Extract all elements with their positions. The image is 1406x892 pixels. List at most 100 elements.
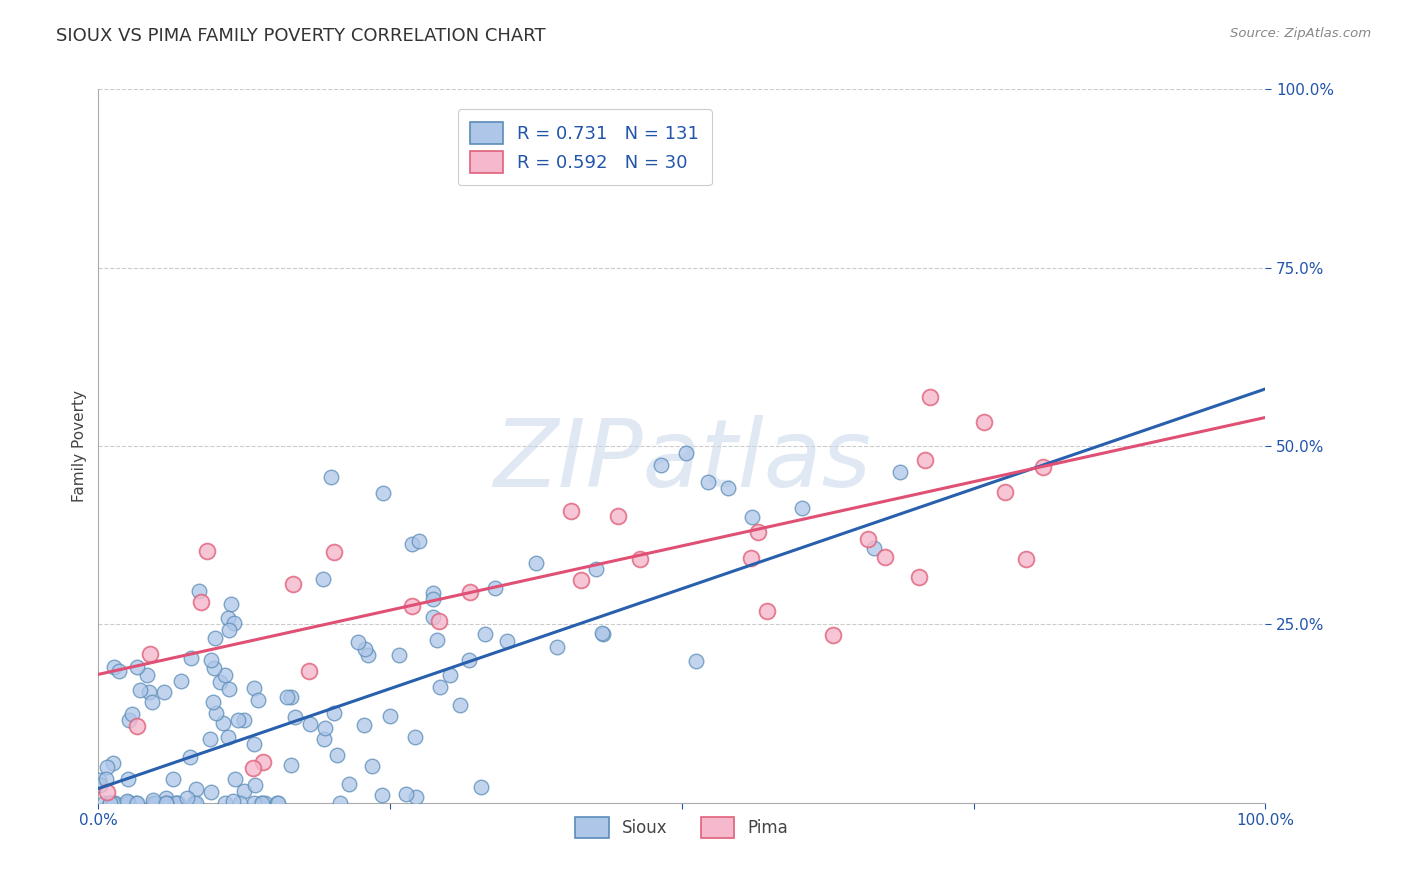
Point (740, 551, 762, 566)
Point (252, 756, 274, 770)
Point (357, 648, 380, 662)
Text: SIOUX VS PIMA FAMILY POVERTY CORRELATION CHART: SIOUX VS PIMA FAMILY POVERTY CORRELATION… (56, 27, 546, 45)
Point (457, 653, 479, 667)
Point (856, 533, 879, 547)
Point (155, 790, 177, 805)
Point (747, 524, 769, 539)
Point (298, 664, 321, 678)
Point (201, 694, 224, 708)
Point (117, 796, 139, 810)
Point (353, 718, 375, 732)
Point (186, 781, 208, 796)
Point (873, 549, 896, 564)
Point (628, 552, 651, 566)
Point (155, 796, 177, 810)
Point (323, 706, 346, 721)
Point (470, 780, 492, 794)
Point (907, 570, 929, 584)
Point (87, 772, 110, 787)
Point (426, 632, 449, 647)
Point (914, 453, 936, 467)
Point (254, 796, 277, 810)
Point (217, 611, 239, 625)
Point (823, 628, 845, 642)
Point (243, 681, 266, 695)
Point (323, 545, 346, 559)
Point (153, 685, 176, 699)
Point (138, 685, 160, 699)
Point (217, 730, 239, 744)
Point (135, 668, 157, 682)
Point (696, 475, 718, 490)
Point (401, 537, 423, 551)
Point (200, 653, 222, 667)
Point (243, 778, 266, 792)
Point (250, 796, 273, 810)
Point (127, 660, 149, 674)
Point (243, 796, 266, 810)
Point (142, 793, 165, 807)
Point (190, 595, 212, 609)
Point (179, 750, 201, 764)
Point (197, 544, 219, 558)
Point (484, 581, 506, 595)
Point (378, 709, 401, 723)
Point (994, 484, 1017, 499)
Y-axis label: Family Poverty: Family Poverty (72, 390, 87, 502)
Point (229, 796, 252, 810)
Point (100, 796, 122, 810)
Text: Source: ZipAtlas.com: Source: ZipAtlas.com (1230, 27, 1371, 40)
Point (585, 562, 607, 576)
Point (208, 675, 231, 690)
Point (117, 795, 139, 809)
Point (233, 784, 256, 798)
Point (889, 465, 911, 479)
Point (219, 597, 242, 611)
Point (94, 772, 117, 786)
Point (717, 481, 740, 495)
Point (592, 627, 614, 641)
Point (233, 713, 256, 727)
Point (180, 650, 202, 665)
Point (284, 710, 307, 724)
Point (920, 390, 942, 404)
Point (107, 664, 129, 678)
Point (408, 533, 430, 548)
Point (142, 796, 165, 810)
Point (354, 642, 377, 657)
Point (1032, 460, 1054, 475)
Point (202, 661, 225, 675)
Point (266, 796, 288, 810)
Point (96, 785, 118, 799)
Text: ZIPatlas: ZIPatlas (494, 415, 870, 506)
Point (101, 756, 124, 770)
Point (422, 610, 444, 624)
Point (218, 623, 240, 637)
Point (118, 714, 141, 728)
Point (218, 682, 240, 697)
Point (98, 796, 121, 810)
Point (371, 486, 394, 500)
Point (371, 788, 394, 802)
Legend: Sioux, Pima: Sioux, Pima (568, 811, 796, 845)
Point (319, 469, 342, 483)
Point (93, 796, 115, 810)
Point (143, 796, 166, 810)
Point (247, 693, 270, 707)
Point (224, 772, 246, 787)
Point (127, 796, 149, 810)
Point (422, 591, 444, 606)
Point (159, 796, 181, 810)
Point (326, 748, 349, 763)
Point (973, 415, 995, 429)
Point (388, 648, 411, 663)
Point (439, 668, 461, 682)
Point (222, 794, 245, 808)
Point (212, 715, 235, 730)
Point (569, 573, 592, 587)
Point (242, 761, 264, 775)
Point (329, 796, 352, 810)
Point (204, 632, 226, 646)
Point (155, 796, 177, 810)
Point (741, 510, 763, 524)
